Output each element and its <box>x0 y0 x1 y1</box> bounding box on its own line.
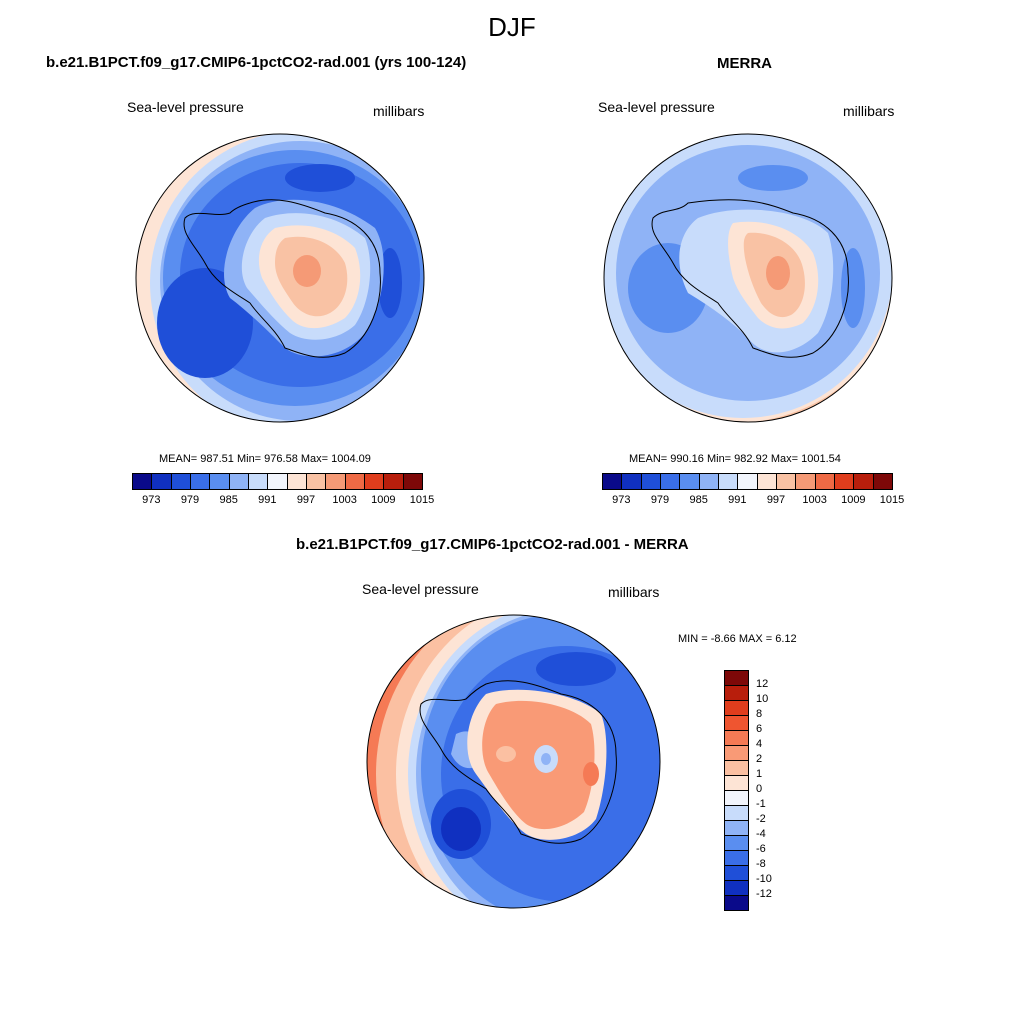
colorbar-swatch <box>132 473 153 490</box>
panel-3-colorbar-labels: 12 10 8 6 4 2 1 0 -1 -2 -4 -6 -8 -10 -12 <box>756 670 796 910</box>
panel-2-units: millibars <box>843 103 895 119</box>
colorbar-swatch <box>814 473 835 490</box>
colorbar-swatch <box>724 865 749 881</box>
panel-1-variable: Sea-level pressure <box>127 99 244 115</box>
colorbar-label: -10 <box>756 873 772 885</box>
colorbar-swatch <box>853 473 874 490</box>
colorbar-swatch <box>170 473 191 490</box>
colorbar-swatch <box>724 745 749 761</box>
colorbar-swatch <box>724 715 749 731</box>
figure-title: DJF <box>488 12 536 42</box>
panel-3-variable: Sea-level pressure <box>362 581 479 597</box>
colorbar-swatch <box>795 473 816 490</box>
colorbar-swatch <box>724 670 749 686</box>
colorbar-swatch <box>718 473 739 490</box>
colorbar-label: 1003 <box>332 494 357 506</box>
colorbar-label: 991 <box>258 494 277 506</box>
colorbar-label: 8 <box>756 708 763 720</box>
panel-3-colorbar <box>724 670 749 911</box>
colorbar-swatch <box>209 473 230 490</box>
panel-2-polar-map <box>603 133 893 423</box>
panel-1-title: b.e21.B1PCT.f09_g17.CMIP6-1pctCO2-rad.00… <box>46 54 467 71</box>
colorbar-label: -8 <box>756 858 766 870</box>
panel-3-polar-map <box>366 614 661 909</box>
colorbar-label: 2 <box>756 753 763 765</box>
colorbar-swatch <box>698 473 719 490</box>
colorbar-label: -6 <box>756 843 766 855</box>
colorbar-label: 997 <box>766 494 786 506</box>
colorbar-label: 1 <box>756 768 763 780</box>
colorbar-swatch <box>344 473 365 490</box>
colorbar-label: 10 <box>756 693 769 705</box>
colorbar-swatch <box>724 685 749 701</box>
colorbar-label: 0 <box>756 783 763 795</box>
colorbar-swatch <box>402 473 423 490</box>
colorbar-label: -12 <box>756 888 772 900</box>
colorbar-swatch <box>679 473 700 490</box>
colorbar-swatch <box>724 835 749 851</box>
colorbar-swatch <box>364 473 385 490</box>
panel-1-stats: MEAN= 987.51 Min= 976.58 Max= 1004.09 <box>159 453 371 465</box>
colorbar-swatch <box>151 473 172 490</box>
colorbar-swatch <box>724 850 749 866</box>
colorbar-swatch <box>834 473 855 490</box>
colorbar-swatch <box>724 820 749 836</box>
colorbar-swatch <box>724 895 749 911</box>
colorbar-swatch <box>228 473 249 490</box>
colorbar-swatch <box>383 473 404 490</box>
colorbar-label: 1003 <box>802 494 827 506</box>
colorbar-swatch <box>724 805 749 821</box>
colorbar-label: 1009 <box>841 494 866 506</box>
colorbar-label: 985 <box>219 494 238 506</box>
colorbar-label: 997 <box>296 494 316 506</box>
colorbar-label: 991 <box>728 494 747 506</box>
panel-2-colorbar-labels: 973 979 985 991 997 1003 1009 1015 <box>602 494 904 508</box>
colorbar-label: 1015 <box>409 494 435 506</box>
panel-2-variable: Sea-level pressure <box>598 99 715 115</box>
panel-2-stats: MEAN= 990.16 Min= 982.92 Max= 1001.54 <box>629 453 841 465</box>
colorbar-swatch <box>286 473 307 490</box>
panel-3-stats: MIN = -8.66 MAX = 6.12 <box>678 633 797 645</box>
colorbar-swatch <box>756 473 777 490</box>
colorbar-swatch <box>724 790 749 806</box>
colorbar-label: 979 <box>180 494 200 506</box>
colorbar-swatch <box>602 473 623 490</box>
colorbar-swatch <box>660 473 681 490</box>
colorbar-swatch <box>737 473 758 490</box>
colorbar-swatch <box>267 473 288 490</box>
colorbar-label: 985 <box>689 494 708 506</box>
colorbar-label: 1009 <box>371 494 396 506</box>
panel-1-units: millibars <box>373 103 425 119</box>
colorbar-swatch <box>776 473 797 490</box>
colorbar-swatch <box>724 700 749 716</box>
colorbar-label: -1 <box>756 798 766 810</box>
panel-1-colorbar-labels: 973 979 985 991 997 1003 1009 1015 <box>132 494 434 508</box>
colorbar-label: 6 <box>756 723 763 735</box>
colorbar-label: 979 <box>650 494 670 506</box>
colorbar-swatch <box>724 775 749 791</box>
colorbar-swatch <box>724 730 749 746</box>
panel-3-units: millibars <box>608 584 660 600</box>
panel-2-colorbar <box>602 473 893 490</box>
colorbar-swatch <box>640 473 661 490</box>
colorbar-swatch <box>724 880 749 896</box>
colorbar-label: -2 <box>756 813 766 825</box>
colorbar-swatch <box>872 473 893 490</box>
colorbar-label: 1015 <box>879 494 905 506</box>
colorbar-swatch <box>724 760 749 776</box>
colorbar-label: 973 <box>142 494 161 506</box>
colorbar-swatch <box>325 473 346 490</box>
colorbar-label: -4 <box>756 828 766 840</box>
colorbar-swatch <box>248 473 269 490</box>
panel-1-colorbar <box>132 473 423 490</box>
colorbar-label: 12 <box>756 678 769 690</box>
colorbar-swatch <box>190 473 211 490</box>
panel-3-title: b.e21.B1PCT.f09_g17.CMIP6-1pctCO2-rad.00… <box>296 536 689 553</box>
colorbar-label: 973 <box>612 494 631 506</box>
colorbar-swatch <box>306 473 327 490</box>
colorbar-swatch <box>621 473 642 490</box>
panel-1-polar-map <box>135 133 425 423</box>
panel-2-title: MERRA <box>717 55 772 72</box>
colorbar-label: 4 <box>756 738 763 750</box>
